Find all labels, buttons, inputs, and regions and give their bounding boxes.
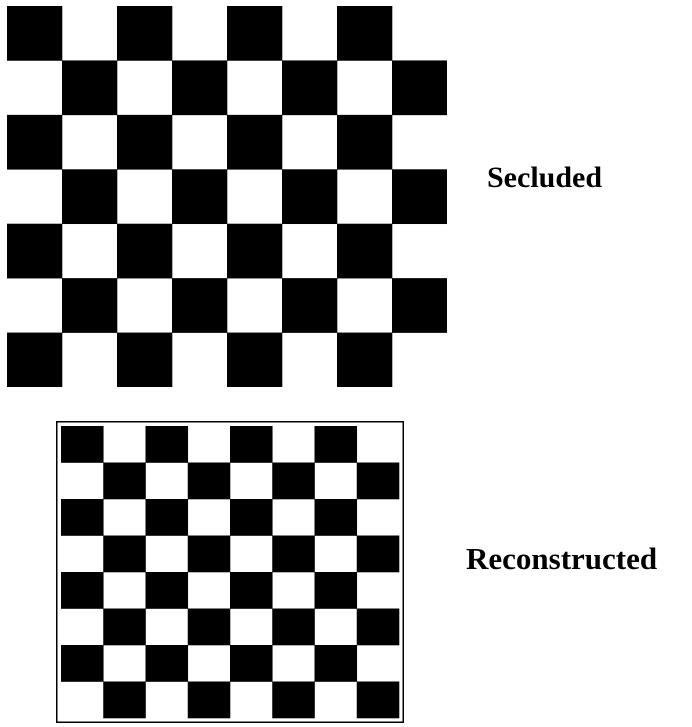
dark-square	[187, 608, 231, 646]
dark-square	[314, 572, 358, 609]
dark-square	[392, 60, 447, 116]
dark-square	[61, 645, 104, 682]
dark-square	[314, 426, 358, 463]
secluded-checkerboard	[7, 6, 447, 387]
secluded-label: Secluded	[487, 161, 603, 194]
dark-square	[187, 462, 231, 500]
dark-square	[103, 535, 146, 573]
dark-square	[337, 114, 393, 170]
dark-square	[282, 278, 338, 333]
dark-square	[227, 6, 283, 61]
dark-square	[314, 499, 358, 536]
dark-square	[145, 499, 189, 536]
dark-square	[272, 462, 315, 500]
dark-square	[7, 332, 63, 387]
dark-square	[7, 114, 63, 170]
dark-square	[272, 535, 315, 573]
dark-square	[356, 681, 400, 719]
dark-square	[7, 6, 63, 61]
dark-square	[117, 6, 173, 61]
dark-square	[62, 60, 118, 116]
dark-square	[356, 608, 400, 646]
dark-square	[145, 426, 189, 463]
dark-square	[103, 462, 146, 500]
dark-square	[230, 499, 273, 536]
dark-square	[117, 332, 173, 387]
dark-square	[7, 223, 63, 279]
dark-square	[337, 6, 393, 61]
dark-square	[314, 645, 358, 682]
reconstructed-checkerboard	[56, 421, 404, 723]
dark-square	[227, 332, 283, 387]
dark-square	[62, 169, 118, 225]
dark-square	[337, 223, 393, 279]
dark-square	[187, 681, 231, 719]
dark-square	[61, 572, 104, 609]
reconstructed-label: Reconstructed	[466, 541, 658, 576]
dark-square	[103, 681, 146, 719]
dark-square	[172, 278, 228, 333]
dark-square	[272, 681, 315, 719]
dark-square	[230, 426, 273, 463]
dark-square	[145, 645, 189, 682]
dark-square	[61, 426, 104, 463]
dark-square	[272, 608, 315, 646]
dark-square	[61, 499, 104, 536]
dark-square	[227, 223, 283, 279]
dark-square	[103, 608, 146, 646]
dark-square	[117, 223, 173, 279]
dark-square	[230, 645, 273, 682]
dark-square	[172, 60, 228, 116]
dark-square	[337, 332, 393, 387]
dark-square	[230, 572, 273, 609]
dark-square	[172, 169, 228, 225]
dark-square	[187, 535, 231, 573]
dark-square	[392, 169, 447, 225]
dark-square	[282, 60, 338, 116]
dark-square	[356, 535, 400, 573]
dark-square	[356, 462, 400, 500]
dark-square	[117, 114, 173, 170]
dark-square	[227, 114, 283, 170]
dark-square	[145, 572, 189, 609]
dark-square	[282, 169, 338, 225]
dark-square	[392, 278, 447, 333]
dark-square	[62, 278, 118, 333]
